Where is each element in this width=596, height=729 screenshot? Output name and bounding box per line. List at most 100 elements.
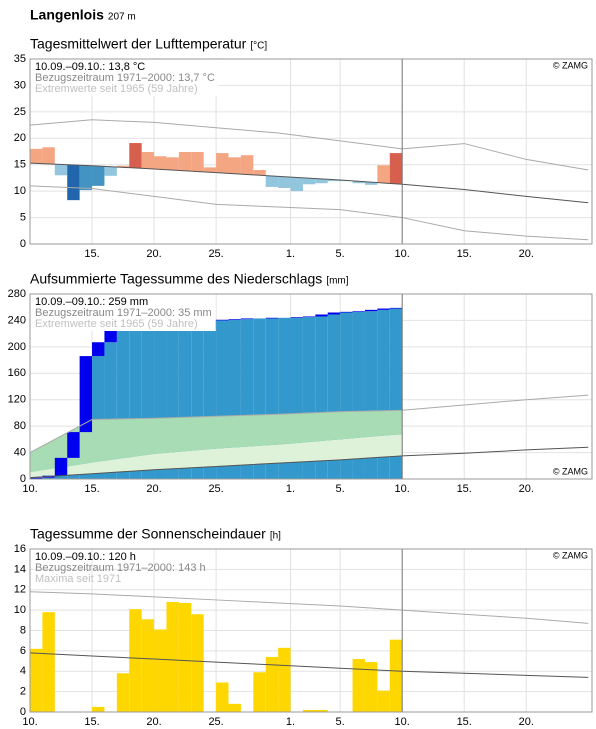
y-tick-label: 4 xyxy=(20,665,26,677)
x-tick-label: 1. xyxy=(286,716,295,728)
bar xyxy=(364,182,378,185)
bar xyxy=(191,152,204,172)
y-tick-label: 8 xyxy=(20,624,26,636)
y-tick-label: 15 xyxy=(14,159,26,171)
y-tick-label: 40 xyxy=(14,446,26,458)
x-tick-label: 20. xyxy=(519,248,534,260)
legend-entry: 10.09.–09.10.: 259 mm xyxy=(35,296,148,308)
x-tick-label: 15. xyxy=(84,716,99,728)
bar xyxy=(191,614,204,712)
station-elevation: 207 m xyxy=(108,12,136,23)
bar xyxy=(42,612,55,712)
y-tick-label: 25 xyxy=(14,106,26,118)
bar xyxy=(228,703,241,712)
bar xyxy=(116,165,130,168)
bar xyxy=(141,619,155,712)
x-tick-label: 1. xyxy=(286,483,295,495)
bar xyxy=(178,152,192,171)
x-tick-label: 15. xyxy=(84,483,99,495)
y-tick-label: 80 xyxy=(14,420,26,432)
bar-increment xyxy=(92,342,105,357)
bar-increment xyxy=(327,312,341,315)
y-tick-label: 2 xyxy=(20,686,26,698)
x-tick-label: 10. xyxy=(395,716,410,728)
bar xyxy=(327,179,341,182)
bar xyxy=(228,157,241,174)
bar xyxy=(104,166,117,176)
plot-frame xyxy=(29,293,593,480)
station-name: Langenlois xyxy=(30,7,104,23)
bar xyxy=(352,659,365,712)
bar xyxy=(265,656,279,712)
bar xyxy=(389,153,403,184)
climate-band xyxy=(30,434,403,478)
bar xyxy=(265,175,279,187)
bar-increment xyxy=(240,318,254,320)
bar xyxy=(302,709,316,712)
bar xyxy=(92,166,105,186)
credit: © ZAMG xyxy=(553,550,588,560)
reference-line xyxy=(29,652,589,678)
y-tick-label: 280 xyxy=(8,288,26,300)
x-tick-label: 5. xyxy=(336,248,345,260)
y-tick-label: 160 xyxy=(8,367,26,379)
bar xyxy=(92,706,105,712)
x-tick-label: 10. xyxy=(395,483,410,495)
bar-increment xyxy=(228,319,241,320)
reference-line xyxy=(29,591,589,624)
reference-line xyxy=(29,119,589,171)
reference-line xyxy=(29,185,589,241)
legend-entry: 10.09.–09.10.: 13,8 °C xyxy=(35,61,145,73)
y-tick-label: 200 xyxy=(8,341,26,353)
bar xyxy=(141,152,155,169)
bar-increment xyxy=(30,477,43,479)
y-tick-label: 16 xyxy=(14,543,26,555)
bar xyxy=(54,164,68,176)
legend-box xyxy=(31,295,216,331)
bar xyxy=(278,647,291,712)
y-tick-label: 10 xyxy=(14,185,26,197)
credit: © ZAMG xyxy=(553,466,588,476)
legend-entry: Maxima seit 1971 xyxy=(35,573,121,585)
bar-increment xyxy=(216,319,229,321)
bar-increment xyxy=(54,457,68,476)
x-tick-label: 15. xyxy=(84,248,99,260)
bar xyxy=(377,165,390,184)
reference-line xyxy=(29,394,589,454)
bar-increment xyxy=(389,307,403,309)
y-tick-label: 35 xyxy=(14,53,26,65)
bar-increment xyxy=(265,317,279,319)
bar xyxy=(154,156,167,170)
y-tick-label: 0 xyxy=(20,238,26,250)
bar xyxy=(253,170,266,176)
bar xyxy=(216,153,229,174)
bar xyxy=(302,178,316,185)
bar-previous-total xyxy=(42,477,55,479)
bar-increment xyxy=(79,356,93,433)
reference-line xyxy=(29,446,589,479)
chart-title: Tagesmittelwert der Lufttemperatur xyxy=(30,36,247,52)
bar xyxy=(79,165,93,191)
bar xyxy=(315,709,328,712)
x-tick-label: 20. xyxy=(146,716,161,728)
legend-entry: 10.09.–09.10.: 120 h xyxy=(35,551,136,563)
bar xyxy=(67,164,80,201)
x-tick-label: 25. xyxy=(208,248,223,260)
bar xyxy=(364,662,378,712)
bar xyxy=(116,673,130,712)
x-tick-label: 5. xyxy=(336,716,345,728)
bar xyxy=(166,601,179,712)
bar-increment xyxy=(364,309,378,312)
y-tick-label: 0 xyxy=(20,706,26,718)
reference-line xyxy=(29,162,589,204)
bar xyxy=(129,143,142,168)
x-tick-label: 10. xyxy=(22,483,37,495)
legend-entry: Extremwerte seit 1965 (59 Jahre) xyxy=(35,83,198,95)
credit: © ZAMG xyxy=(553,60,588,70)
bar xyxy=(377,690,390,712)
x-tick-label: 20. xyxy=(146,248,161,260)
legend-entry: Bezugszeitraum 1971–2000: 143 h xyxy=(35,562,206,574)
